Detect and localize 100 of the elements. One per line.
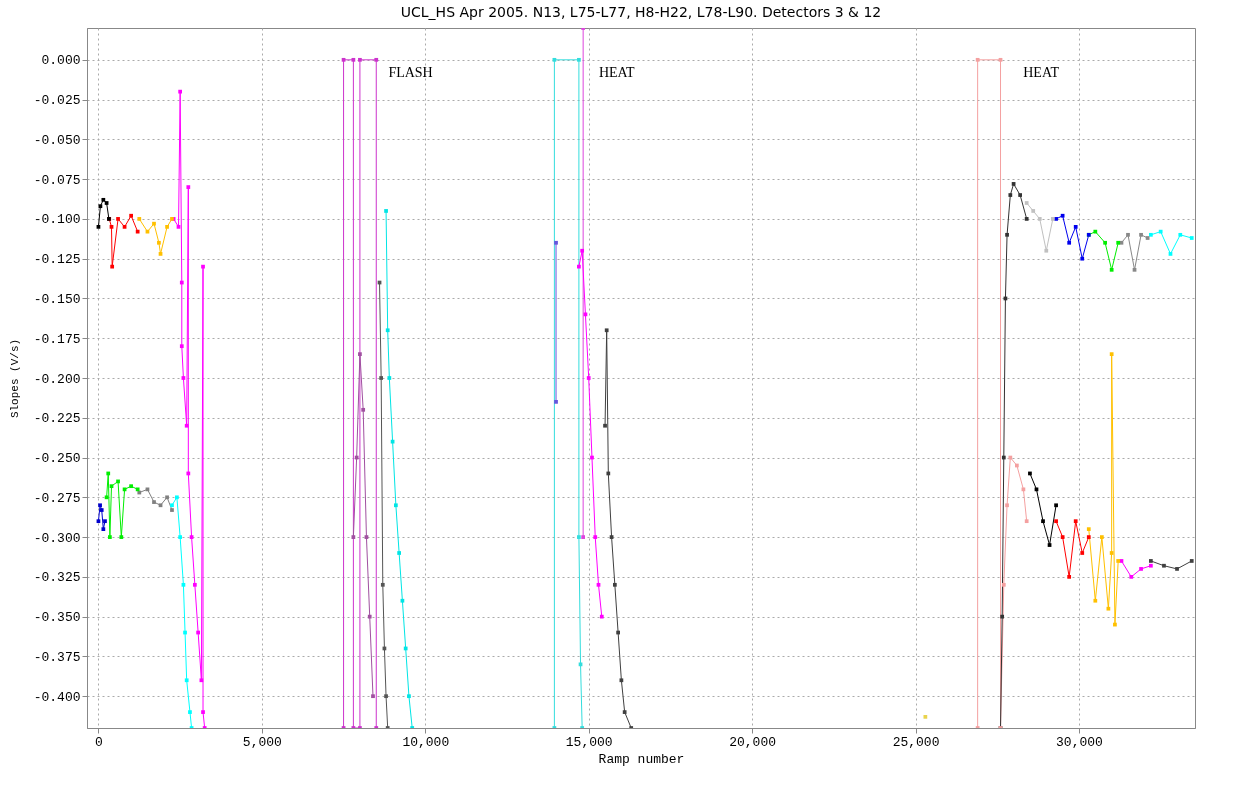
- point: [1126, 232, 1130, 237]
- y-tick-label: -0.175: [33, 331, 81, 347]
- y-tick-label: -0.050: [33, 132, 81, 148]
- y-axis-title: Slopes (V/s): [8, 338, 21, 419]
- point: [622, 710, 627, 714]
- point: [577, 264, 581, 269]
- point: [1054, 519, 1058, 524]
- point: [603, 423, 607, 428]
- point: [1067, 574, 1072, 579]
- point: [586, 376, 591, 380]
- point: [1175, 567, 1179, 571]
- point: [1139, 567, 1143, 571]
- point: [371, 694, 375, 699]
- point: [1031, 209, 1036, 213]
- point: [170, 503, 174, 508]
- point: [184, 423, 189, 428]
- point: [1067, 240, 1072, 245]
- point: [1018, 193, 1023, 197]
- point: [1005, 232, 1009, 237]
- point: [165, 495, 169, 500]
- point: [1109, 352, 1114, 357]
- point: [201, 264, 205, 269]
- point: [379, 376, 384, 380]
- y-tick-label: -0.325: [33, 570, 81, 586]
- point: [397, 551, 402, 555]
- y-tick-label: -0.300: [33, 530, 81, 546]
- point: [184, 678, 189, 683]
- point: [384, 209, 388, 213]
- point: [135, 229, 140, 234]
- point: [1149, 559, 1153, 563]
- point: [374, 57, 379, 62]
- chart-title: UCL_HS Apr 2005. N13, L75-L77, H8-H22, L78-L90. Detectors 3 & 12: [400, 4, 882, 20]
- point: [179, 344, 184, 349]
- point: [593, 535, 598, 539]
- point: [188, 710, 192, 714]
- y-tick-label: -0.150: [33, 291, 81, 307]
- point: [1024, 519, 1029, 524]
- point: [1041, 519, 1045, 524]
- point: [1024, 217, 1029, 221]
- y-tick-label: -0.075: [33, 172, 81, 188]
- x-tick-label: 15,000: [565, 734, 613, 750]
- point: [1037, 217, 1042, 221]
- point: [1086, 527, 1091, 532]
- y-tick-label: -0.225: [33, 411, 81, 427]
- point: [1178, 232, 1183, 237]
- point: [923, 714, 928, 719]
- point: [1080, 256, 1085, 261]
- point: [580, 248, 585, 253]
- point: [101, 197, 106, 202]
- point: [1099, 535, 1104, 539]
- x-tick-label: 30,000: [1056, 734, 1103, 750]
- point: [1054, 503, 1058, 508]
- point: [1162, 563, 1166, 568]
- point: [1109, 551, 1114, 555]
- y-tick-label: -0.025: [33, 93, 81, 109]
- point: [192, 582, 197, 587]
- point: [129, 213, 133, 218]
- point: [165, 224, 169, 229]
- point: [407, 694, 411, 699]
- point: [1086, 535, 1091, 539]
- point: [604, 328, 609, 333]
- point: [1080, 551, 1085, 555]
- point: [394, 503, 398, 508]
- x-axis-title: Ramp number: [598, 751, 685, 767]
- point: [119, 535, 124, 539]
- point: [577, 535, 581, 539]
- point: [1189, 559, 1194, 563]
- point: [385, 328, 390, 333]
- line-series: [552, 57, 585, 728]
- point: [175, 495, 179, 500]
- y-tick-label: -0.350: [33, 610, 81, 626]
- point: [1158, 229, 1163, 234]
- point: [1093, 598, 1098, 603]
- x-tick-label: 20,000: [729, 734, 777, 750]
- point: [387, 376, 392, 380]
- point: [99, 508, 104, 512]
- point: [1073, 519, 1078, 524]
- point: [1093, 229, 1098, 234]
- annotation: FLASH: [388, 65, 433, 80]
- point: [1189, 236, 1194, 240]
- point: [1149, 563, 1153, 568]
- point: [152, 221, 156, 226]
- point: [581, 535, 586, 539]
- point: [98, 503, 102, 508]
- point: [554, 240, 558, 245]
- x-tick-label: 0: [95, 734, 103, 750]
- y-tick-label: -0.375: [33, 649, 81, 665]
- x-tick-label: 5,000: [242, 734, 282, 750]
- x-tick-label: 25,000: [892, 734, 940, 750]
- point: [1073, 224, 1078, 229]
- point: [380, 582, 385, 587]
- point: [1109, 267, 1114, 272]
- point: [361, 407, 366, 412]
- point: [186, 185, 191, 189]
- point: [1024, 201, 1029, 205]
- x-tick-label: 10,000: [402, 734, 450, 750]
- point: [201, 710, 205, 714]
- point: [975, 57, 980, 62]
- point: [1001, 582, 1006, 587]
- y-tick-label: -0.125: [33, 252, 81, 268]
